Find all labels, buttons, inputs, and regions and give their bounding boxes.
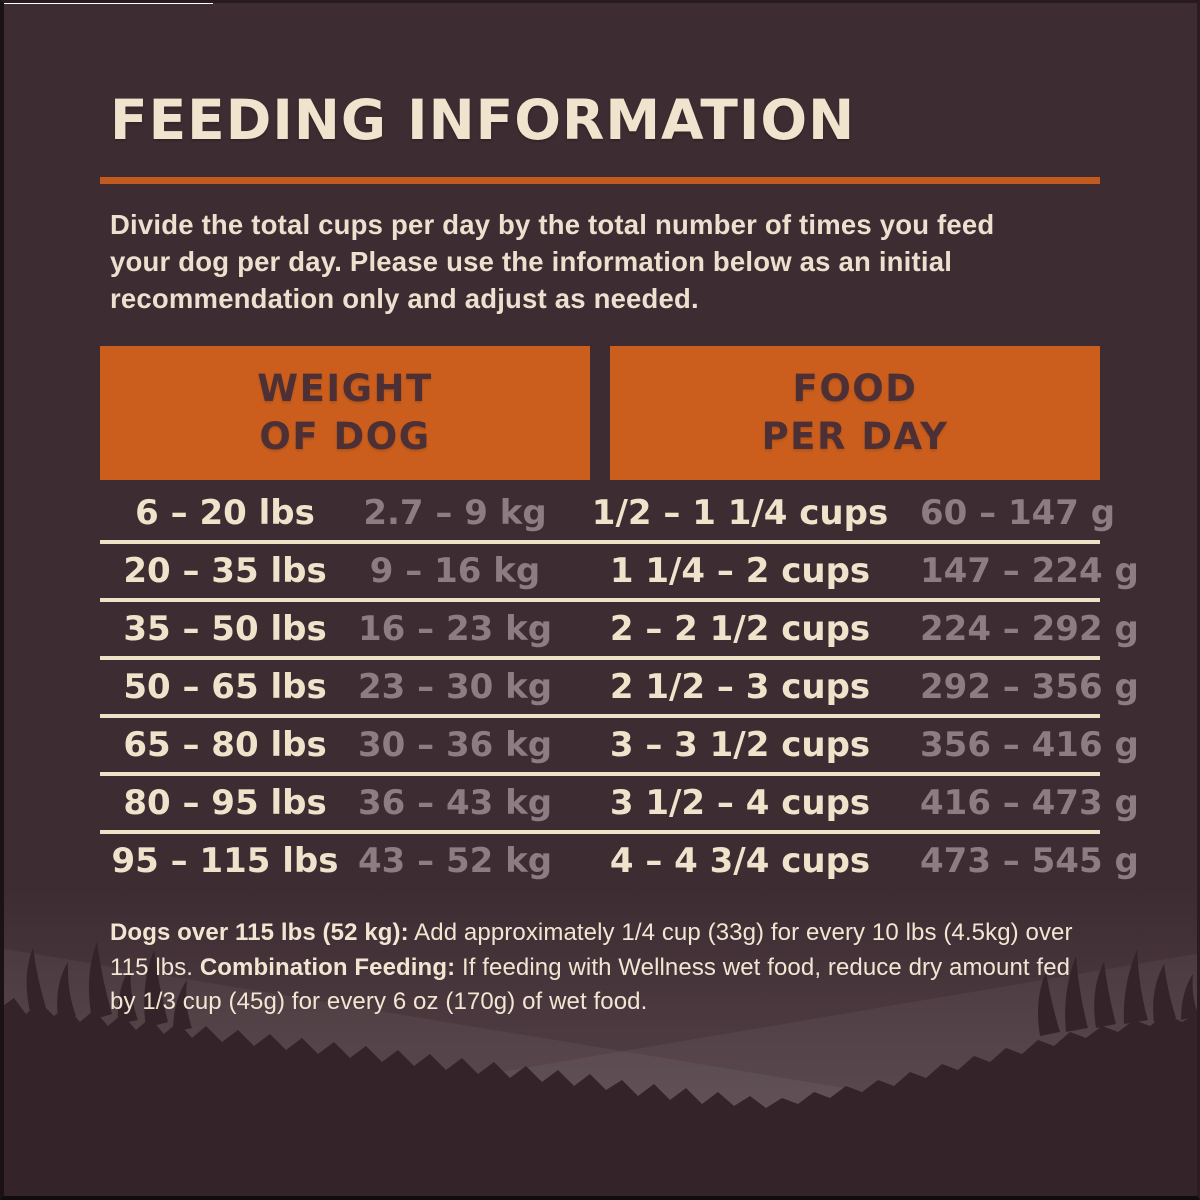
footnote-body-1: Add approximately 1/4 cup (33g) for ever… [110, 919, 1073, 981]
weight-of-dog-header: WEIGHT OF DOG [100, 346, 590, 480]
table-row: 65 – 80 lbs 30 – 36 kg 3 – 3 1/2 cups 35… [100, 714, 1139, 772]
cell-food-grams: 473 – 545 g [920, 841, 1139, 881]
food-per-day-header: FOOD PER DAY [610, 346, 1100, 480]
cell-weight-kg: 16 – 23 kg [357, 609, 553, 649]
cell-food-cups: 2 1/2 – 3 cups [609, 667, 871, 707]
table-row: 20 – 35 lbs 9 – 16 kg 1 1/4 – 2 cups 147… [100, 540, 1139, 598]
cell-weight-kg: 2.7 – 9 kg [363, 493, 547, 533]
cell-food-cups: 2 – 2 1/2 cups [609, 609, 871, 649]
header-line-1: WEIGHT [257, 367, 433, 410]
table-row: 80 – 95 lbs 36 – 43 kg 3 1/2 – 4 cups 41… [100, 772, 1139, 830]
cell-food-cups: 3 – 3 1/2 cups [609, 725, 871, 765]
footnote-label-combination-feeding: Combination Feeding: [199, 953, 456, 981]
cell-food-cups: 4 – 4 3/4 cups [609, 841, 871, 881]
cell-weight-lbs: 35 – 50 lbs [123, 609, 327, 649]
header-line-2: PER DAY [761, 415, 949, 458]
cell-weight-kg: 23 – 30 kg [357, 667, 553, 707]
cell-weight-kg: 9 – 16 kg [369, 551, 541, 591]
cell-food-grams: 224 – 292 g [920, 609, 1139, 649]
table-row: 6 – 20 lbs 2.7 – 9 kg 1/2 – 1 1/4 cups 6… [100, 486, 1116, 540]
page-title: FEEDING INFORMATION [110, 88, 856, 152]
cell-weight-lbs: 95 – 115 lbs [111, 841, 339, 881]
header-line-1: FOOD [792, 367, 918, 410]
cell-food-cups: 3 1/2 – 4 cups [609, 783, 871, 823]
title-underline-rule [100, 177, 1100, 184]
cell-weight-lbs: 80 – 95 lbs [123, 783, 327, 823]
feeding-table: 6 – 20 lbs 2.7 – 9 kg 1/2 – 1 1/4 cups 6… [100, 486, 1139, 888]
cell-weight-kg: 30 – 36 kg [357, 725, 553, 765]
header-line-2: OF DOG [259, 415, 431, 458]
grass-silhouette [0, 942, 1200, 1200]
cell-food-grams: 356 – 416 g [920, 725, 1139, 765]
top-edge-artifact [0, 0, 213, 4]
footnote-text: Dogs over 115 lbs (52 kg): Add approxima… [110, 916, 1100, 1020]
table-header-row: WEIGHT OF DOG FOOD PER DAY [100, 346, 1100, 480]
cell-weight-lbs: 65 – 80 lbs [123, 725, 327, 765]
cell-food-grams: 292 – 356 g [920, 667, 1139, 707]
cell-food-grams: 147 – 224 g [920, 551, 1139, 591]
table-row: 35 – 50 lbs 16 – 23 kg 2 – 2 1/2 cups 22… [100, 598, 1139, 656]
cell-weight-lbs: 20 – 35 lbs [123, 551, 327, 591]
table-row: 95 – 115 lbs 43 – 52 kg 4 – 4 3/4 cups 4… [100, 830, 1139, 888]
cell-food-cups: 1/2 – 1 1/4 cups [591, 493, 889, 533]
cell-food-cups: 1 1/4 – 2 cups [609, 551, 871, 591]
cell-food-grams: 60 – 147 g [920, 493, 1116, 533]
footnote-body-2: If feeding with Wellness wet food, reduc… [110, 953, 1071, 1016]
intro-text: Divide the total cups per day by the tot… [110, 209, 995, 314]
cell-weight-kg: 43 – 52 kg [357, 841, 553, 881]
cell-weight-kg: 36 – 43 kg [357, 783, 553, 823]
footnote-label-over-115: Dogs over 115 lbs (52 kg): [110, 919, 409, 946]
cell-food-grams: 416 – 473 g [920, 783, 1139, 823]
table-row: 50 – 65 lbs 23 – 30 kg 2 1/2 – 3 cups 29… [100, 656, 1139, 714]
cell-weight-lbs: 6 – 20 lbs [135, 493, 315, 533]
cell-weight-lbs: 50 – 65 lbs [123, 667, 327, 707]
